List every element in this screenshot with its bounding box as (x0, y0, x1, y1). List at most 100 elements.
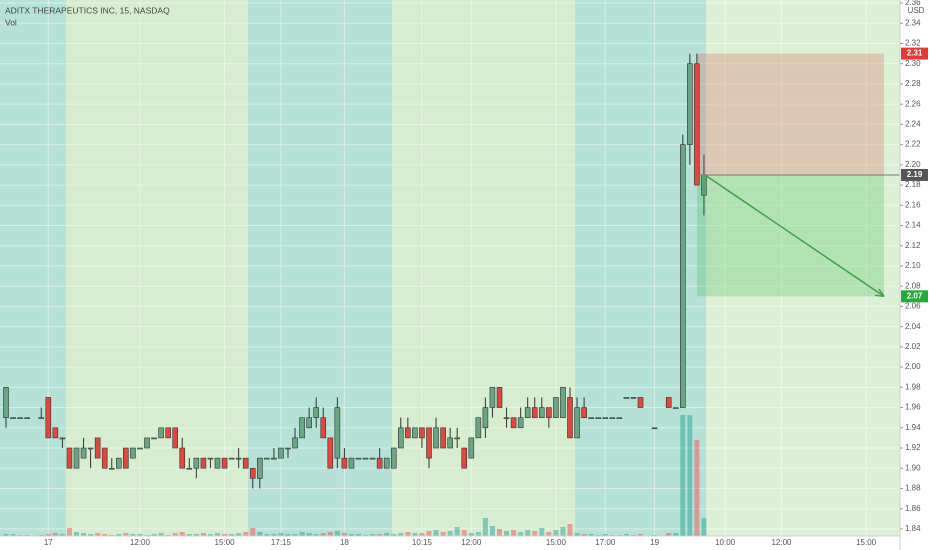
volume-bar (419, 533, 425, 536)
y-tick-label: 2.22 (905, 140, 921, 149)
volume-bar (158, 533, 164, 536)
volume-bar (687, 415, 693, 536)
volume-bar (405, 532, 411, 536)
candle-body (80, 447, 87, 459)
volume-bar (412, 533, 418, 536)
volume-bar (356, 534, 361, 536)
candle-body (376, 457, 383, 469)
volume-bar (102, 534, 108, 536)
candle-body (447, 437, 453, 449)
volume-bar (623, 534, 629, 536)
volume-bar (426, 531, 432, 536)
volume-bar (222, 534, 228, 536)
x-tick-label: 12:00 (771, 538, 792, 547)
y-tick-label: 1.88 (905, 484, 921, 493)
volume-bar (567, 524, 573, 536)
volume-bar (475, 532, 481, 536)
y-tick-label: 1.84 (905, 524, 921, 533)
y-tick-label: 2.20 (905, 160, 921, 169)
volume-bar (525, 530, 531, 536)
volume-bar (454, 527, 460, 536)
x-tick-label: 10:15 (412, 538, 433, 547)
y-tick-label: 2.24 (905, 120, 921, 129)
candle-body (186, 467, 193, 470)
volume-bar (581, 534, 587, 536)
x-tick-label: 12:00 (461, 538, 482, 547)
candle-body (369, 457, 376, 460)
volume-bar (504, 531, 510, 536)
candle-body (496, 387, 503, 408)
extended-session (575, 0, 706, 536)
volume-bar (701, 518, 707, 536)
volume-bar (137, 534, 143, 536)
y-tick-label: 2.28 (905, 79, 921, 88)
candle-body (567, 397, 573, 439)
candle-body (73, 447, 80, 469)
x-tick-label: 17 (44, 538, 53, 547)
currency-label: USD (908, 6, 925, 15)
price-badge-label: 2.07 (907, 291, 923, 300)
candle-body (235, 457, 242, 460)
regular-session (392, 0, 575, 536)
candle-body (510, 417, 517, 429)
volume-bar (130, 534, 136, 536)
candle-body (221, 457, 228, 469)
volume-bar (278, 533, 284, 536)
volume-bar (10, 534, 16, 536)
candle-body (433, 427, 439, 449)
y-tick-label: 2.30 (905, 59, 921, 68)
candle-body (531, 407, 538, 418)
volume-bar (348, 534, 354, 536)
volume-bar (74, 532, 79, 536)
candle-body (588, 417, 594, 419)
candle-body (560, 387, 566, 418)
y-tick-label: 2.02 (905, 342, 921, 351)
y-tick-label: 2.08 (905, 281, 921, 290)
candle-body (503, 417, 510, 419)
y-tick-label: 1.96 (905, 403, 921, 412)
regular-session (66, 0, 248, 536)
y-tick-label: 1.98 (905, 382, 921, 391)
volume-bar (179, 532, 185, 536)
volume-bar (482, 518, 488, 536)
candle-body (334, 407, 341, 459)
y-tick-label: 1.90 (905, 463, 921, 472)
candle-body (412, 427, 418, 439)
candle-body (616, 417, 623, 419)
candle-body (672, 407, 679, 409)
candle-body (327, 437, 334, 469)
y-tick-label: 2.14 (905, 221, 921, 230)
candle-body (341, 457, 348, 469)
candle-body (383, 457, 390, 469)
candle-body (144, 437, 150, 449)
candle-body (397, 427, 404, 449)
volume-bar (59, 534, 65, 536)
volume-bar (574, 533, 580, 536)
x-tick-label: 15:00 (856, 538, 877, 547)
trend-arrow (704, 174, 885, 297)
candle-body (637, 397, 644, 408)
price-axis-panel (900, 0, 932, 550)
volume-bar (497, 529, 502, 536)
x-tick-label: 18 (340, 538, 349, 547)
candle-body (264, 457, 270, 460)
x-tick-label: 12:00 (130, 538, 151, 547)
arrow-head (874, 288, 885, 298)
price-badge-label: 2.31 (907, 49, 923, 58)
y-tick-label: 1.86 (905, 504, 921, 513)
candle-body (574, 407, 580, 439)
candle-body (66, 447, 73, 469)
y-tick-label: 2.06 (905, 302, 921, 311)
x-tick-label: 17:15 (271, 538, 292, 547)
volume-bar (200, 533, 206, 536)
candle-body (214, 457, 221, 469)
volume-bar (440, 532, 446, 536)
price-badge (901, 168, 928, 181)
y-tick-label: 2.26 (905, 99, 921, 108)
candle-body (151, 437, 157, 440)
candle-body (116, 457, 122, 469)
candle-body (10, 417, 16, 419)
y-tick-label: 2.34 (905, 18, 921, 27)
